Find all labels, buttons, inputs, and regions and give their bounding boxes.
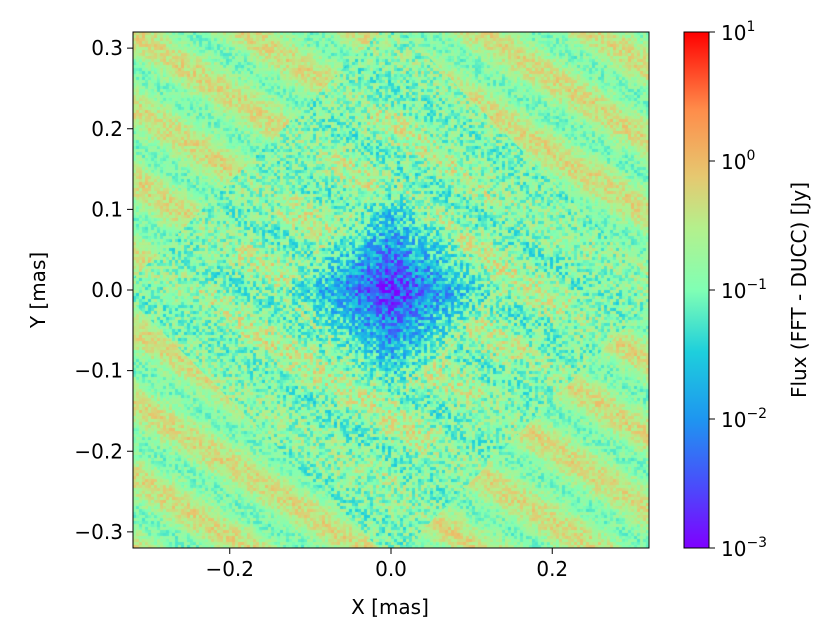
y-tick-label: 0.2 [91, 117, 123, 141]
y-axis: 0.3 0.2 0.1 0.0 −0.1 −0.2 −0.3 [74, 36, 133, 544]
y-tick-label: −0.1 [74, 359, 123, 383]
y-tick-label: 0.0 [91, 278, 123, 302]
y-tick-label: −0.3 [74, 520, 123, 544]
colorbar-tick-label: 10−2 [721, 406, 767, 432]
y-tick-label: 0.3 [91, 36, 123, 60]
x-tick-label: −0.2 [205, 557, 254, 581]
heatmap-plot-area [132, 31, 650, 549]
colorbar-tick-label: 101 [721, 19, 755, 45]
colorbar-tick-label: 10−3 [721, 535, 767, 561]
colorbar-tick-label: 100 [721, 148, 755, 174]
colorbar-tick-label: 10−1 [721, 277, 767, 303]
y-tick-label: −0.2 [74, 439, 123, 463]
x-axis-label: X [mas] [351, 595, 429, 619]
heatmap-canvas [133, 32, 649, 548]
y-tick-label: 0.1 [91, 197, 123, 221]
y-axis-label: Y [mas] [26, 252, 50, 329]
colorbar-gradient [683, 31, 710, 549]
colorbar-label: Flux (FFT - DUCC) [Jy] [787, 182, 811, 398]
colorbar: 101 100 10−1 10−2 10−3 Flux (FFT - DUCC) [Jy… [683, 19, 811, 561]
colorbar-ticks: 101 100 10−1 10−2 10−3 [709, 19, 767, 561]
x-axis: −0.2 0.0 0.2 [205, 548, 568, 581]
x-tick-label: 0.0 [375, 557, 407, 581]
x-tick-label: 0.2 [536, 557, 568, 581]
